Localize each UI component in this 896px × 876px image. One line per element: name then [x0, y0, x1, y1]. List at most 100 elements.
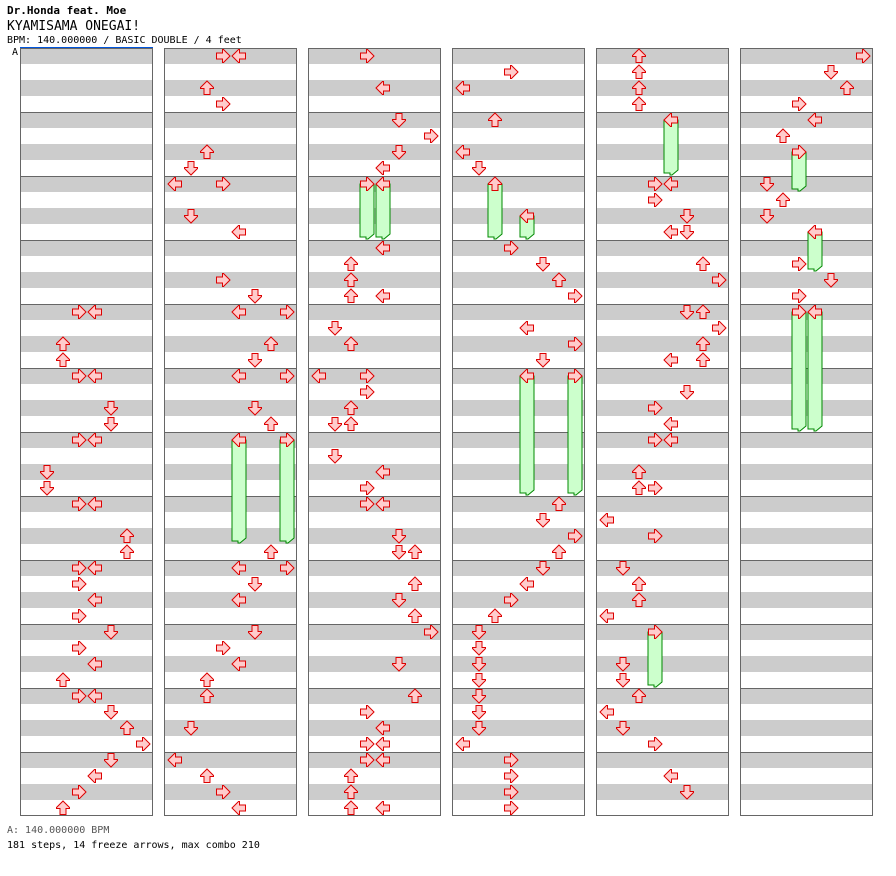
right-arrow-icon: [216, 641, 231, 655]
up-arrow-icon: [696, 336, 710, 351]
song-title: KYAMISAMA ONEGAI!: [7, 19, 141, 34]
left-arrow-icon: [663, 353, 678, 367]
up-arrow-icon: [344, 768, 358, 783]
up-arrow-icon: [344, 800, 358, 815]
freeze-arrow-body: [647, 631, 663, 688]
down-arrow-icon: [104, 625, 118, 640]
down-arrow-icon: [472, 705, 486, 720]
bpm-marker-label: A: [12, 47, 19, 58]
right-arrow-icon: [216, 785, 231, 799]
left-arrow-icon: [167, 753, 182, 767]
freeze-arrow-body: [279, 439, 295, 544]
left-arrow-icon: [375, 753, 390, 767]
down-arrow-icon: [248, 289, 262, 304]
up-arrow-icon: [120, 528, 134, 543]
freeze-arrow-body: [375, 183, 391, 240]
right-arrow-icon: [648, 193, 663, 207]
down-arrow-icon: [392, 113, 406, 128]
freeze-arrow-body: [487, 183, 503, 240]
right-arrow-icon: [424, 625, 439, 639]
right-arrow-icon: [792, 145, 807, 159]
up-arrow-icon: [632, 480, 646, 495]
up-arrow-icon: [56, 800, 70, 815]
up-arrow-icon: [120, 720, 134, 735]
up-arrow-icon: [120, 544, 134, 559]
left-arrow-icon: [311, 369, 326, 383]
right-arrow-icon: [712, 321, 727, 335]
right-arrow-icon: [136, 737, 151, 751]
down-arrow-icon: [616, 721, 630, 736]
right-arrow-icon: [72, 433, 87, 447]
left-arrow-icon: [87, 657, 102, 671]
right-arrow-icon: [360, 737, 375, 751]
down-arrow-icon: [472, 721, 486, 736]
chart-column-1: [20, 48, 153, 816]
right-arrow-icon: [72, 369, 87, 383]
left-arrow-icon: [87, 305, 102, 319]
bpm-legend: A: 140.000000 BPM: [7, 825, 110, 836]
freeze-arrow-body: [567, 375, 583, 496]
right-arrow-icon: [504, 65, 519, 79]
down-arrow-icon: [184, 161, 198, 176]
left-arrow-icon: [375, 241, 390, 255]
right-arrow-icon: [72, 305, 87, 319]
left-arrow-icon: [663, 177, 678, 191]
left-arrow-icon: [455, 81, 470, 95]
left-arrow-icon: [87, 689, 102, 703]
down-arrow-icon: [40, 465, 54, 480]
left-arrow-icon: [599, 705, 614, 719]
right-arrow-icon: [792, 289, 807, 303]
up-arrow-icon: [200, 768, 214, 783]
left-arrow-icon: [231, 801, 246, 815]
down-arrow-icon: [104, 401, 118, 416]
down-arrow-icon: [760, 177, 774, 192]
chart-column-3: [308, 48, 441, 816]
left-arrow-icon: [375, 465, 390, 479]
freeze-arrow-body: [807, 231, 823, 272]
up-arrow-icon: [264, 544, 278, 559]
down-arrow-icon: [472, 657, 486, 672]
right-arrow-icon: [504, 769, 519, 783]
down-arrow-icon: [536, 513, 550, 528]
down-arrow-icon: [392, 529, 406, 544]
up-arrow-icon: [344, 288, 358, 303]
freeze-arrow-body: [519, 375, 535, 496]
up-arrow-icon: [200, 144, 214, 159]
up-arrow-icon: [408, 688, 422, 703]
left-arrow-icon: [375, 801, 390, 815]
down-arrow-icon: [680, 209, 694, 224]
up-arrow-icon: [632, 688, 646, 703]
left-arrow-icon: [599, 609, 614, 623]
right-arrow-icon: [72, 577, 87, 591]
down-arrow-icon: [248, 401, 262, 416]
down-arrow-icon: [328, 321, 342, 336]
chart-column-4: [452, 48, 585, 816]
right-arrow-icon: [504, 785, 519, 799]
left-arrow-icon: [663, 769, 678, 783]
right-arrow-icon: [792, 305, 807, 319]
right-arrow-icon: [280, 433, 295, 447]
right-arrow-icon: [648, 401, 663, 415]
down-arrow-icon: [472, 689, 486, 704]
down-arrow-icon: [680, 385, 694, 400]
left-arrow-icon: [663, 417, 678, 431]
left-arrow-icon: [663, 433, 678, 447]
right-arrow-icon: [712, 273, 727, 287]
right-arrow-icon: [280, 305, 295, 319]
up-arrow-icon: [344, 272, 358, 287]
right-arrow-icon: [360, 49, 375, 63]
left-arrow-icon: [519, 209, 534, 223]
left-arrow-icon: [455, 737, 470, 751]
down-arrow-icon: [536, 257, 550, 272]
up-arrow-icon: [488, 112, 502, 127]
right-arrow-icon: [72, 785, 87, 799]
down-arrow-icon: [248, 353, 262, 368]
left-arrow-icon: [231, 561, 246, 575]
down-arrow-icon: [760, 209, 774, 224]
up-arrow-icon: [552, 272, 566, 287]
right-arrow-icon: [72, 641, 87, 655]
left-arrow-icon: [519, 369, 534, 383]
up-arrow-icon: [408, 608, 422, 623]
right-arrow-icon: [72, 689, 87, 703]
right-arrow-icon: [360, 481, 375, 495]
